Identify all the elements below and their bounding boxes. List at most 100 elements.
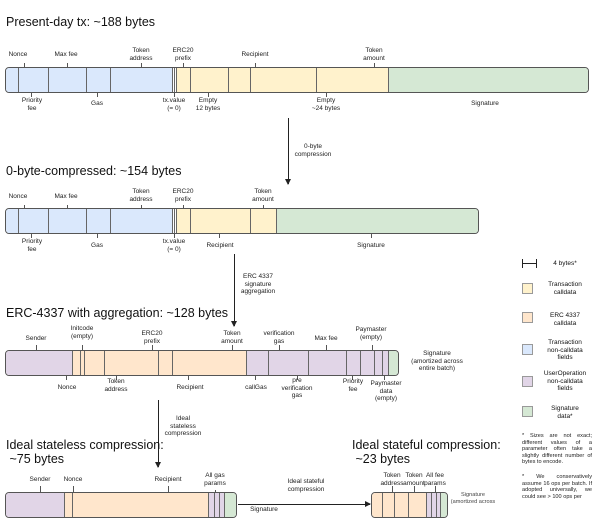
s1-label-tx-value: tx.value (= 0) (162, 97, 186, 112)
s5-label-token-amount: Token amount (403, 472, 425, 487)
arrow4-label: Ideal stateful compression (287, 478, 325, 493)
tick (36, 345, 37, 350)
userop-fields-segment (246, 351, 388, 375)
s1-label-recipient: Recipient (241, 51, 269, 58)
tick (174, 93, 175, 97)
divider (250, 68, 251, 92)
s2-label-erc20-prefix: ERC20 prefix (172, 188, 194, 203)
tick (297, 376, 298, 380)
tick (208, 93, 209, 97)
s3-label-token-address: Token address (104, 378, 128, 393)
tick (73, 486, 74, 492)
legend-label-transaction-calldata: Transaction calldata (548, 281, 582, 296)
s5-label-token-address: Token address (380, 472, 404, 487)
erc4337-calldata-segment (372, 493, 426, 517)
tick (326, 93, 327, 97)
s2-label-priority-fee: Priority fee (21, 238, 43, 253)
calldata-segment (176, 68, 388, 92)
legend-scale-label: 4 bytes* (553, 260, 577, 267)
s3-label-token-amount: Token amount (221, 330, 243, 345)
s3-label-recipient: Recipient (176, 384, 204, 391)
s3-label-verification-gas: verification gas (263, 330, 295, 345)
present-day-tx-bar (5, 67, 589, 93)
legend-swatch-erc4337-calldata (522, 312, 533, 323)
tick (24, 205, 25, 210)
divider (86, 209, 87, 233)
stateless-compression-bar (5, 492, 237, 518)
tick (414, 486, 415, 492)
s1-label-empty-12: Empty 12 bytes (195, 97, 221, 112)
tick (141, 205, 142, 210)
arrow3-label: Ideal stateless compression (164, 415, 202, 437)
legend-scale-marker (522, 259, 537, 268)
divider (190, 209, 191, 233)
signature-segment (388, 351, 398, 375)
s2-label-max-fee: Max fee (54, 193, 78, 200)
stateful-compression-bar (371, 492, 448, 518)
s4-label-all-gas-params: All gas params (204, 472, 226, 487)
divider (388, 351, 389, 375)
s3-label-callgas: callGas (245, 384, 267, 391)
divider (86, 68, 87, 92)
divider (214, 493, 215, 517)
divider (18, 68, 19, 92)
s1-label-erc20-prefix: ERC20 prefix (172, 47, 194, 62)
signature-segment (224, 493, 236, 517)
erc4337-aggregation-bar (5, 350, 399, 376)
s2-label-recipient: Recipient (206, 242, 234, 249)
divider (190, 68, 191, 92)
divider (440, 493, 441, 517)
s4-label-nonce: Nonce (63, 476, 83, 483)
userop-fields-segment (426, 493, 440, 517)
divider (110, 68, 111, 92)
divider (360, 351, 361, 375)
arrow2-label: ERC 4337 signature aggregation (240, 273, 276, 295)
tick (384, 376, 385, 380)
divider (72, 493, 73, 517)
tick (66, 376, 67, 380)
tick (82, 345, 83, 350)
s3-label-erc20-prefix: ERC20 prefix (141, 330, 163, 345)
s3-label-paymaster: Paymaster (empty) (355, 326, 387, 341)
tick (255, 63, 256, 68)
divider (246, 351, 247, 375)
s3-label-pre-verification-gas: pre verification gas (281, 377, 313, 399)
s3-label-max-fee: Max fee (314, 335, 338, 342)
zero-byte-compressed-bar (5, 208, 479, 234)
tick (372, 345, 373, 350)
divider (18, 209, 19, 233)
tick (67, 205, 68, 210)
divider (172, 68, 173, 92)
tick (67, 63, 68, 68)
divider (382, 351, 383, 375)
divider (174, 68, 175, 92)
section1-title: Present-day tx: ~188 bytes (6, 15, 156, 29)
divider (394, 493, 395, 517)
tick (97, 93, 98, 97)
s1-label-nonce: Nonce (8, 51, 28, 58)
tick (183, 205, 184, 210)
section5-title: Ideal stateful compression: ~23 bytes (352, 438, 501, 466)
divider (408, 493, 409, 517)
signature-segment (388, 68, 588, 92)
s2-label-gas: Gas (91, 242, 103, 249)
legend-label-signature-data: Signature data* (551, 405, 579, 420)
divider (308, 351, 309, 375)
tick (40, 486, 41, 492)
s1-label-max-fee: Max fee (54, 51, 78, 58)
divider (64, 493, 65, 517)
arrow-0byte-compression (285, 118, 291, 185)
tick (352, 376, 353, 380)
tick (168, 486, 169, 492)
s5-label-signature: Signature (amortized across (450, 492, 496, 505)
tick (326, 345, 327, 350)
divider (72, 351, 73, 375)
tick (183, 63, 184, 68)
s2-label-tx-value: tx.value (= 0) (162, 238, 186, 253)
calldata-segment (176, 209, 276, 233)
divider (158, 351, 159, 375)
divider (268, 351, 269, 375)
legend-swatch-userop-non-calldata (522, 376, 533, 387)
divider (110, 209, 111, 233)
divider (172, 351, 173, 375)
